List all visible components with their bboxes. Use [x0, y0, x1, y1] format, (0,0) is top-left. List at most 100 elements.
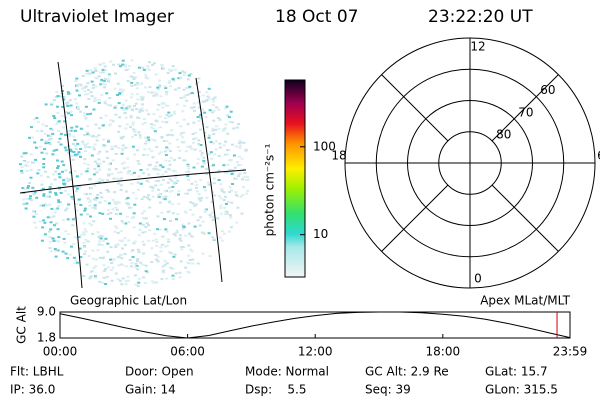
pixel [188, 208, 192, 211]
pixel [75, 175, 79, 178]
pixel [179, 96, 183, 99]
pixel [200, 165, 204, 168]
pixel [205, 91, 209, 94]
pixel [151, 195, 155, 198]
pixel [201, 94, 205, 97]
pixel [189, 201, 193, 204]
pixel [88, 201, 92, 204]
pixel [221, 129, 225, 132]
pixel [236, 206, 240, 209]
pixel [99, 83, 103, 86]
pixel [18, 163, 22, 166]
pixel [77, 236, 81, 239]
pixel [94, 258, 98, 261]
pixel [61, 105, 65, 108]
pixel [197, 139, 201, 142]
pixel [155, 92, 159, 95]
pixel [215, 125, 219, 128]
pixel [113, 191, 117, 194]
pixel [146, 77, 150, 80]
pixel [67, 193, 71, 196]
pixel [192, 121, 196, 124]
pixel [153, 130, 157, 133]
pixel [36, 121, 40, 124]
pixel [233, 177, 237, 180]
pixel [172, 110, 176, 113]
pixel [216, 217, 220, 220]
mlt-label: 0 [474, 272, 482, 286]
pixel [184, 192, 188, 195]
pixel [91, 71, 95, 74]
pixel [33, 221, 37, 224]
pixel [57, 172, 61, 175]
pixel [36, 172, 40, 175]
pixel [107, 190, 110, 193]
pixel [98, 240, 102, 243]
pixel [173, 234, 177, 237]
pixel [244, 179, 248, 181]
pixel [165, 244, 169, 247]
pixel [181, 228, 185, 231]
pixel [187, 179, 191, 181]
pixel [168, 80, 172, 83]
pixel [147, 113, 151, 116]
pixel [56, 121, 60, 124]
pixel [121, 147, 125, 150]
pixel [245, 192, 249, 195]
pixel [62, 126, 66, 129]
pixel [111, 120, 115, 123]
pixel [54, 193, 58, 196]
pixel [154, 184, 158, 187]
pixel [143, 217, 147, 220]
pixel [186, 164, 190, 167]
pixel [57, 130, 60, 132]
pixel [115, 227, 119, 230]
pixel [116, 278, 120, 281]
pixel [57, 236, 61, 239]
pixel [187, 74, 191, 77]
pixel [34, 146, 38, 149]
pixel [100, 235, 104, 238]
pixel [35, 117, 39, 119]
pixel [44, 170, 48, 173]
pixel [166, 181, 170, 184]
pixel [190, 106, 194, 109]
pixel [147, 239, 151, 242]
pixel [99, 191, 103, 194]
pixel [64, 101, 68, 104]
pixel [56, 165, 60, 168]
pixel [194, 180, 198, 183]
pixel [59, 192, 63, 194]
pixel [102, 138, 106, 141]
pixel [40, 239, 44, 242]
pixel [102, 80, 106, 82]
pixel [91, 257, 95, 260]
pixel [187, 271, 191, 274]
pixel [196, 158, 200, 161]
pixel [85, 131, 89, 134]
pixel [183, 71, 187, 74]
mlt-label: 6 [597, 149, 600, 163]
pixel [108, 104, 112, 107]
pixel [121, 263, 125, 266]
pixel [186, 261, 190, 264]
pixel [75, 89, 79, 92]
pixel [71, 154, 74, 157]
pixel [109, 217, 112, 220]
pixel [69, 148, 73, 151]
pixel [70, 178, 73, 181]
pixel [93, 184, 97, 187]
pixel [134, 283, 138, 286]
pixel [29, 195, 32, 198]
pixel [192, 102, 196, 105]
pixel [150, 185, 153, 188]
pixel [99, 117, 103, 120]
pixel [135, 93, 139, 96]
pixel [118, 201, 121, 204]
pixel [191, 213, 195, 216]
pixel [95, 196, 99, 199]
pixel [74, 236, 77, 239]
pixel [42, 219, 46, 222]
pixel [83, 90, 87, 93]
pixel [175, 103, 179, 106]
